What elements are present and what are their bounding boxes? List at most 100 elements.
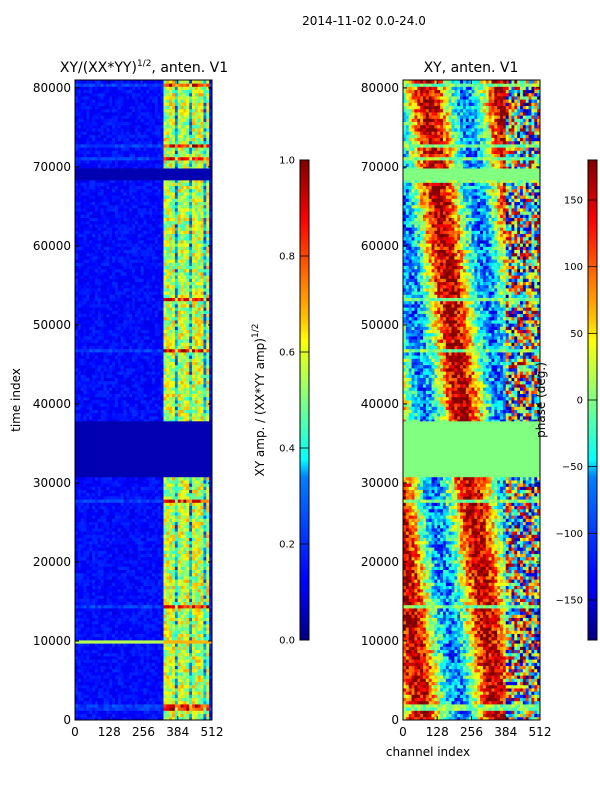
amplitude-cell bbox=[163, 662, 167, 666]
amplitude-cell bbox=[183, 531, 187, 535]
amplitude-cell bbox=[154, 396, 159, 401]
amplitude-cell bbox=[109, 521, 113, 526]
amplitude-cell bbox=[134, 512, 139, 516]
amplitude-cell bbox=[120, 396, 124, 401]
amplitude-cell bbox=[206, 419, 210, 423]
amplitude-cell bbox=[94, 633, 99, 638]
amplitude-cell bbox=[120, 518, 124, 522]
amplitude-cell bbox=[194, 489, 199, 494]
amplitude-cell bbox=[117, 678, 122, 682]
amplitude-cell bbox=[109, 540, 113, 545]
amplitude-cell bbox=[197, 604, 201, 609]
amplitude-cell bbox=[97, 566, 102, 570]
amplitude-cell bbox=[106, 486, 110, 490]
amplitude-cell bbox=[157, 582, 162, 586]
amplitude-cell bbox=[94, 608, 99, 612]
amplitude-cell bbox=[106, 396, 110, 401]
amplitude-cell bbox=[180, 521, 184, 526]
amplitude-cell bbox=[129, 521, 133, 526]
amplitude-cell bbox=[177, 403, 181, 407]
amplitude-cell bbox=[86, 508, 90, 513]
amplitude-cell bbox=[143, 592, 147, 596]
amplitude-cell bbox=[89, 633, 93, 638]
amplitude-cell bbox=[134, 483, 139, 487]
amplitude-cell bbox=[86, 633, 90, 638]
amplitude-cell bbox=[186, 492, 190, 497]
amplitude-cell bbox=[183, 636, 187, 641]
amplitude-cell bbox=[177, 697, 181, 702]
amplitude-cell bbox=[86, 412, 90, 417]
amplitude-cell bbox=[143, 640, 147, 644]
amplitude-cell bbox=[169, 531, 173, 535]
amplitude-cell bbox=[143, 537, 147, 542]
amplitude-cell bbox=[192, 576, 196, 580]
amplitude-cell bbox=[192, 572, 196, 577]
amplitude-cell bbox=[100, 672, 104, 676]
amplitude-cell bbox=[126, 576, 130, 580]
amplitude-cell bbox=[186, 502, 190, 506]
amplitude-cell bbox=[183, 572, 187, 577]
amplitude-cell bbox=[174, 659, 179, 663]
amplitude-cell bbox=[197, 662, 201, 666]
amplitude-cell bbox=[109, 496, 113, 500]
amplitude-cell bbox=[180, 540, 184, 545]
amplitude-cell bbox=[200, 512, 204, 516]
amplitude-cell bbox=[80, 582, 84, 586]
amplitude-cell bbox=[200, 697, 204, 702]
amplitude-cell bbox=[117, 659, 122, 663]
amplitude-cell bbox=[89, 684, 93, 689]
amplitude-cell bbox=[209, 620, 212, 625]
amplitude-cell bbox=[120, 630, 124, 634]
amplitude-cell bbox=[137, 665, 142, 670]
amplitude-cell bbox=[157, 579, 162, 583]
amplitude-cell bbox=[109, 707, 113, 711]
amplitude-cell bbox=[152, 668, 156, 673]
amplitude-cell bbox=[146, 499, 150, 503]
amplitude-cell bbox=[129, 560, 133, 564]
amplitude-cell bbox=[94, 652, 99, 657]
amplitude-cell bbox=[100, 659, 104, 663]
amplitude-cell bbox=[75, 534, 79, 538]
amplitude-cell bbox=[172, 505, 176, 510]
amplitude-cell bbox=[140, 582, 144, 586]
amplitude-cell bbox=[86, 400, 90, 404]
amplitude-cell bbox=[129, 659, 133, 663]
amplitude-cell bbox=[123, 659, 127, 663]
amplitude-cell bbox=[189, 668, 193, 673]
amplitude-cell bbox=[92, 659, 96, 663]
amplitude-cell bbox=[206, 643, 210, 647]
amplitude-cell bbox=[174, 662, 179, 666]
amplitude-cell bbox=[174, 694, 179, 698]
amplitude-cell bbox=[109, 387, 113, 391]
amplitude-cell bbox=[106, 656, 110, 660]
amplitude-cell bbox=[152, 560, 156, 564]
amplitude-cell bbox=[152, 400, 156, 404]
amplitude-cell bbox=[134, 499, 139, 503]
amplitude-cell bbox=[117, 508, 122, 513]
amplitude-cell bbox=[120, 716, 124, 720]
amplitude-cell bbox=[206, 704, 210, 708]
amplitude-cell bbox=[97, 390, 102, 394]
amplitude-cell bbox=[200, 518, 204, 522]
amplitude-cell bbox=[109, 630, 113, 634]
amplitude-cell bbox=[120, 652, 124, 657]
amplitude-cell bbox=[146, 400, 150, 404]
amplitude-cell bbox=[163, 604, 167, 609]
amplitude-cell bbox=[149, 544, 153, 548]
amplitude-cell bbox=[134, 614, 139, 618]
amplitude-cell bbox=[137, 550, 142, 554]
amplitude-cell bbox=[192, 617, 196, 622]
amplitude-cell bbox=[109, 419, 113, 423]
amplitude-cell bbox=[117, 486, 122, 490]
amplitude-cell bbox=[137, 560, 142, 564]
amplitude-cell bbox=[209, 585, 212, 590]
amplitude-cell bbox=[186, 416, 190, 420]
amplitude-cell bbox=[189, 486, 193, 490]
amplitude-cell bbox=[197, 572, 201, 577]
amplitude-cell bbox=[180, 387, 184, 391]
amplitude-cell bbox=[94, 537, 99, 542]
amplitude-cell bbox=[83, 627, 87, 631]
amplitude-cell bbox=[129, 611, 133, 615]
amplitude-cell bbox=[97, 492, 102, 497]
amplitude-cell bbox=[92, 492, 96, 497]
